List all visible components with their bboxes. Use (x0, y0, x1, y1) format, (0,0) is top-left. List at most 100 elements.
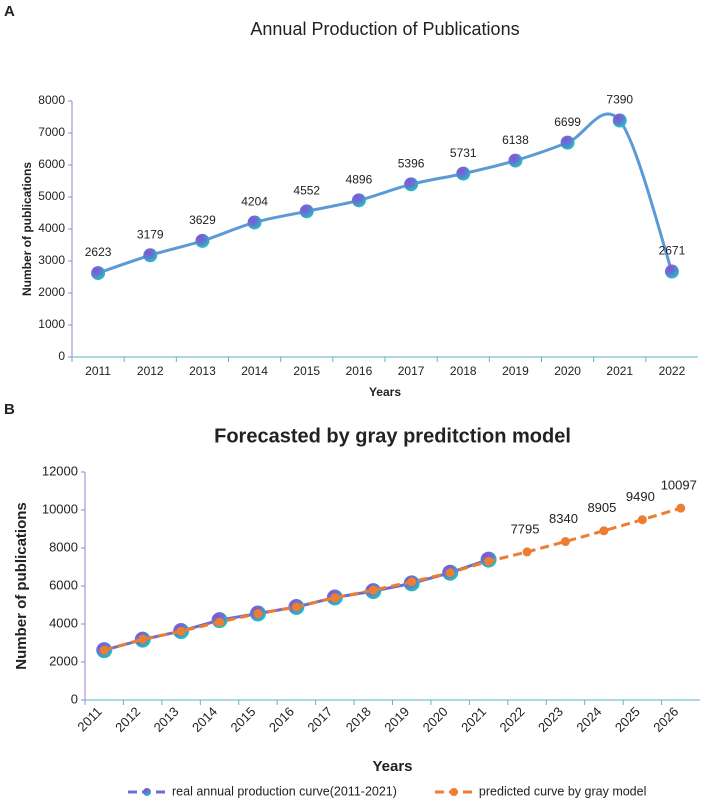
point (330, 593, 340, 603)
point (612, 113, 627, 128)
series-line (97, 112, 674, 275)
point (456, 166, 471, 181)
x-tick-label: 2020 (420, 704, 451, 735)
y-tick-label: 3000 (38, 253, 65, 267)
point (508, 153, 523, 168)
legend-marker (449, 788, 458, 796)
point (484, 556, 494, 566)
point (291, 602, 301, 612)
y-tick-label: 12000 (42, 463, 78, 478)
point (599, 526, 609, 536)
data-label: 5396 (398, 156, 425, 170)
y-axis-label: Number of publications (20, 162, 34, 296)
point (560, 537, 570, 547)
y-tick-label: 1000 (38, 317, 65, 331)
chart-title: Forecasted by gray preditction model (214, 425, 571, 447)
series-line (103, 506, 682, 652)
x-axis-label: Years (369, 385, 401, 399)
point (637, 515, 647, 525)
data-label: 8905 (587, 500, 616, 515)
point (138, 634, 148, 644)
data-label: 3629 (189, 213, 216, 227)
x-axis-label: Years (372, 758, 412, 775)
point (368, 585, 378, 595)
x-tick-label: 2016 (346, 364, 373, 378)
point (143, 248, 158, 263)
data-label: 10097 (661, 478, 697, 493)
x-tick-label: 2017 (398, 364, 425, 378)
point (351, 193, 366, 208)
y-tick-label: 4000 (38, 221, 65, 235)
point (299, 204, 314, 219)
x-tick-label: 2017 (304, 704, 335, 735)
point (195, 233, 210, 248)
x-tick-label: 2018 (450, 364, 477, 378)
x-tick-label: 2018 (343, 704, 374, 735)
data-label: 4204 (241, 195, 268, 209)
data-label: 4896 (346, 172, 373, 186)
y-tick-label: 0 (58, 349, 65, 363)
x-tick-label: 2022 (497, 704, 528, 735)
x-tick-label: 2019 (502, 364, 529, 378)
point (99, 645, 109, 655)
point (445, 568, 455, 578)
panel-label: B (4, 401, 15, 418)
data-label: 7795 (511, 521, 540, 536)
x-tick-label: 2015 (227, 704, 258, 735)
x-tick-label: 2014 (241, 364, 268, 378)
x-tick-label: 2023 (535, 704, 566, 735)
y-tick-label: 10000 (42, 501, 78, 516)
x-tick-label: 2022 (659, 364, 686, 378)
x-tick-label: 2024 (573, 704, 604, 735)
x-tick-label: 2015 (293, 364, 320, 378)
x-tick-label: 2011 (85, 364, 111, 378)
x-tick-label: 2019 (381, 704, 412, 735)
legend-label: real annual production curve(2011-2021) (172, 784, 397, 798)
y-tick-label: 6000 (38, 157, 65, 171)
data-label: 5731 (450, 146, 477, 160)
point (176, 626, 186, 636)
data-label: 3179 (137, 227, 164, 241)
point (91, 266, 106, 281)
point (664, 264, 679, 279)
x-tick-label: 2013 (151, 704, 182, 735)
y-axis-label: Number of publications (13, 502, 30, 670)
y-tick-label: 0 (71, 691, 78, 706)
y-tick-label: 8000 (49, 539, 78, 554)
x-tick-label: 2013 (189, 364, 216, 378)
x-tick-label: 2020 (554, 364, 581, 378)
y-tick-label: 4000 (49, 615, 78, 630)
y-tick-label: 5000 (38, 189, 65, 203)
point (560, 135, 575, 150)
point (407, 577, 417, 587)
data-label: 2671 (659, 244, 686, 258)
data-label: 7390 (606, 93, 633, 107)
point (215, 617, 225, 627)
y-tick-label: 8000 (38, 93, 65, 107)
panel-label: A (4, 3, 15, 20)
x-tick-label: 2011 (74, 704, 104, 734)
legend-marker (143, 788, 151, 796)
x-tick-label: 2014 (189, 704, 220, 735)
x-tick-label: 2025 (612, 704, 643, 735)
y-tick-label: 2000 (38, 285, 65, 299)
chart-title: Annual Production of Publications (250, 19, 519, 39)
data-label: 9490 (626, 489, 655, 504)
point (253, 609, 263, 619)
point (676, 503, 686, 513)
legend-label: predicted curve by gray model (479, 784, 646, 798)
x-tick-label: 2026 (650, 704, 681, 735)
data-label: 2623 (85, 245, 112, 259)
data-label: 6138 (502, 133, 529, 147)
data-label: 4552 (293, 184, 320, 198)
data-label: 6699 (554, 115, 581, 129)
y-tick-label: 2000 (49, 653, 78, 668)
point (404, 177, 419, 192)
point (522, 547, 532, 557)
x-tick-label: 2021 (458, 704, 489, 735)
x-tick-label: 2012 (112, 704, 143, 735)
x-tick-label: 2021 (606, 364, 633, 378)
y-tick-label: 6000 (49, 577, 78, 592)
y-tick-label: 7000 (38, 125, 65, 139)
